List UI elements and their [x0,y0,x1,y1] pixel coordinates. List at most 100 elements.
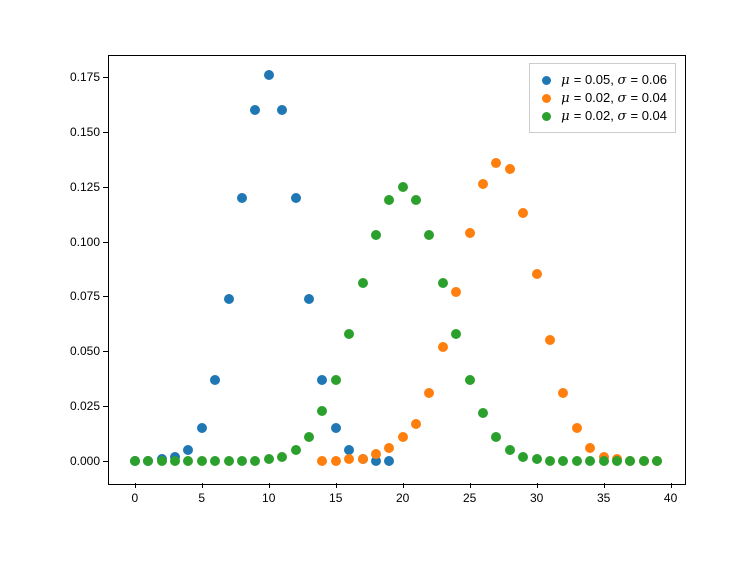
data-point [183,445,193,455]
data-point [384,443,394,453]
legend-marker-icon [542,76,551,85]
x-tick-label: 35 [597,491,610,505]
y-tick-mark [103,351,108,352]
data-point [210,456,220,466]
data-point [505,445,515,455]
y-tick-label: 0.175 [60,70,100,84]
data-point [304,432,314,442]
legend-row: μ = 0.05, σ = 0.06 [538,72,667,88]
x-tick-label: 25 [463,491,476,505]
y-tick-label: 0.050 [60,344,100,358]
legend-label: μ = 0.02, σ = 0.04 [561,108,667,124]
legend: μ = 0.05, σ = 0.06 μ = 0.02, σ = 0.04 μ = … [529,63,676,133]
data-point [197,423,207,433]
data-point [371,449,381,459]
data-point [518,208,528,218]
data-point [478,408,488,418]
data-point [157,456,167,466]
data-point [183,456,193,466]
data-point [344,329,354,339]
x-tick-mark [604,483,605,488]
data-point [237,456,247,466]
data-point [424,388,434,398]
x-tick-mark [135,483,136,488]
data-point [518,452,528,462]
y-tick-label: 0.125 [60,180,100,194]
data-point [277,105,287,115]
data-point [424,230,434,240]
y-tick-mark [103,461,108,462]
data-point [210,375,220,385]
data-point [465,375,475,385]
data-point [264,70,274,80]
data-point [170,456,180,466]
data-point [197,456,207,466]
data-point [291,193,301,203]
x-tick-mark [537,483,538,488]
data-point [317,375,327,385]
data-point [505,164,515,174]
x-tick-label: 15 [329,491,342,505]
x-tick-label: 10 [262,491,275,505]
data-point [331,423,341,433]
data-point [331,375,341,385]
y-tick-mark [103,187,108,188]
data-point [639,456,649,466]
y-tick-mark [103,406,108,407]
data-point [398,432,408,442]
data-point [384,456,394,466]
y-tick-label: 0.150 [60,125,100,139]
data-point [250,456,260,466]
data-point [652,456,662,466]
data-point [277,452,287,462]
data-point [451,329,461,339]
x-tick-mark [470,483,471,488]
data-point [625,456,635,466]
x-tick-label: 5 [198,491,205,505]
data-point [411,195,421,205]
data-point [344,454,354,464]
legend-label: μ = 0.02, σ = 0.04 [561,90,667,106]
data-point [572,423,582,433]
data-point [384,195,394,205]
data-point [331,456,341,466]
y-tick-mark [103,242,108,243]
legend-row: μ = 0.02, σ = 0.04 [538,108,667,124]
data-point [130,456,140,466]
chart-container: μ = 0.05, σ = 0.06 μ = 0.02, σ = 0.04 μ = … [0,0,750,563]
data-point [304,294,314,304]
data-point [545,335,555,345]
data-point [317,406,327,416]
data-point [371,230,381,240]
data-point [478,179,488,189]
data-point [465,228,475,238]
data-point [558,388,568,398]
data-point [545,456,555,466]
data-point [438,278,448,288]
y-tick-mark [103,132,108,133]
legend-marker-icon [542,112,551,121]
data-point [532,269,542,279]
legend-row: μ = 0.02, σ = 0.04 [538,90,667,106]
data-point [491,432,501,442]
y-tick-mark [103,296,108,297]
legend-marker-icon [542,94,551,103]
data-point [358,454,368,464]
data-point [358,278,368,288]
data-point [237,193,247,203]
data-point [398,182,408,192]
data-point [317,456,327,466]
x-tick-mark [336,483,337,488]
data-point [224,294,234,304]
y-tick-label: 0.100 [60,235,100,249]
y-tick-mark [103,77,108,78]
data-point [451,287,461,297]
data-point [532,454,542,464]
x-tick-label: 0 [131,491,138,505]
x-tick-label: 20 [396,491,409,505]
data-point [558,456,568,466]
legend-label: μ = 0.05, σ = 0.06 [561,72,667,88]
x-tick-mark [269,483,270,488]
data-point [572,456,582,466]
y-tick-label: 0.025 [60,399,100,413]
